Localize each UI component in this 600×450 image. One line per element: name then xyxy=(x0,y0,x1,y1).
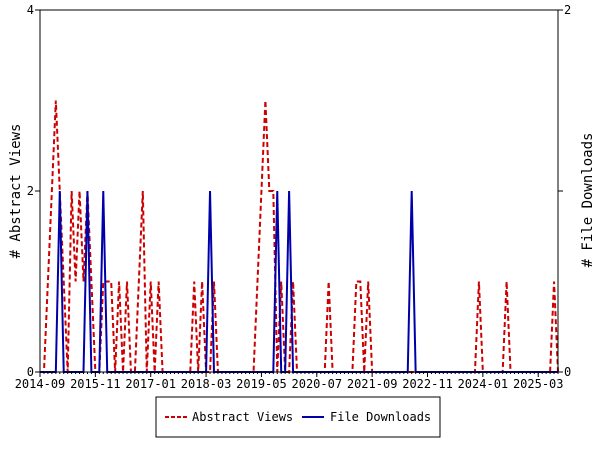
x-tick-label: 2017-01 xyxy=(125,377,176,391)
y-axis-left-title: # Abstract Views xyxy=(8,124,24,259)
legend-label-abstract-views: Abstract Views xyxy=(192,410,293,424)
legend-box xyxy=(155,396,441,438)
x-tick-label: 2015-11 xyxy=(70,377,121,391)
legend: Abstract Views File Downloads xyxy=(155,396,441,438)
x-tick-label: 2020-07 xyxy=(292,377,343,391)
x-tick-label: 2018-03 xyxy=(181,377,232,391)
x-tick-label: 2025-03 xyxy=(513,377,564,391)
y-right-tick-label: 0 xyxy=(564,365,571,379)
y-left-tick-label: 0 xyxy=(27,365,34,379)
x-tick-label: 2024-01 xyxy=(458,377,509,391)
x-tick-label: 2022-11 xyxy=(402,377,453,391)
y-axis-right-title: # File Downloads xyxy=(580,133,596,268)
x-tick-label: 2014-09 xyxy=(15,377,66,391)
x-tick-label: 2019-05 xyxy=(236,377,287,391)
x-tick-label: 2021-09 xyxy=(347,377,398,391)
y-left-tick-label: 2 xyxy=(27,184,34,198)
y-right-tick-label: 2 xyxy=(564,3,571,17)
legend-label-file-downloads: File Downloads xyxy=(330,410,431,424)
y-left-tick-label: 4 xyxy=(27,3,34,17)
axis-layer: 2014-09 2015-11 2017-01 2018-03 2019-05 2020-… xyxy=(15,3,572,391)
